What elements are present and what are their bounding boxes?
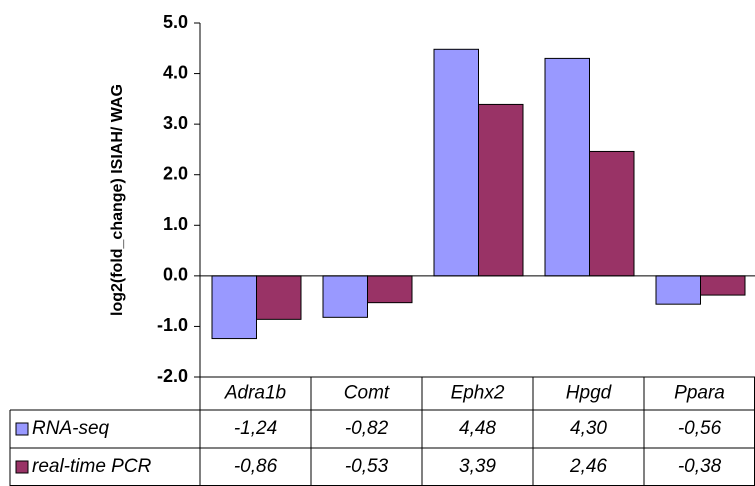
table-value: -0,53 <box>345 456 389 477</box>
table-value: -0,56 <box>678 418 722 439</box>
bar <box>700 275 746 296</box>
x-tick-label: Adra1b <box>224 383 286 404</box>
table-value: -0,86 <box>234 456 278 477</box>
x-tick-label: Hpgd <box>566 383 613 404</box>
table-value: -1,24 <box>234 418 277 439</box>
table-value: -0,82 <box>345 418 389 439</box>
y-tick-label: -1.0 <box>157 315 188 335</box>
table-value: 3,39 <box>459 456 496 477</box>
bar <box>367 275 413 304</box>
table-value: 2,46 <box>569 456 607 477</box>
y-tick-label: 2.0 <box>163 163 188 183</box>
bar <box>478 103 524 277</box>
x-tick-label: Comt <box>344 383 390 404</box>
y-tick-label: 5.0 <box>163 12 188 32</box>
legend-label: real-time PCR <box>32 456 152 477</box>
x-tick-label: Ppara <box>674 383 725 404</box>
table-value: -0,38 <box>678 456 722 477</box>
bar <box>544 57 590 277</box>
bar <box>655 275 701 305</box>
legend-swatch <box>15 460 29 474</box>
y-tick-label: -2.0 <box>157 366 188 386</box>
bar <box>433 48 479 277</box>
y-tick-label: 1.0 <box>163 214 188 234</box>
legend-swatch <box>15 422 29 436</box>
bar <box>256 275 302 320</box>
bar <box>322 275 368 318</box>
y-tick-label: 0.0 <box>163 265 188 285</box>
x-tick-label: Ephx2 <box>451 383 505 404</box>
table-value: 4,30 <box>570 418 607 439</box>
bar <box>211 275 257 340</box>
y-axis-label: log2(fold_change) ISIAH/ WAG <box>109 84 126 316</box>
y-tick-label: 4.0 <box>163 62 188 82</box>
table-value: 4,48 <box>459 418 496 439</box>
y-tick-label: 3.0 <box>163 113 188 133</box>
legend-label: RNA-seq <box>32 418 110 439</box>
bar <box>589 150 635 277</box>
